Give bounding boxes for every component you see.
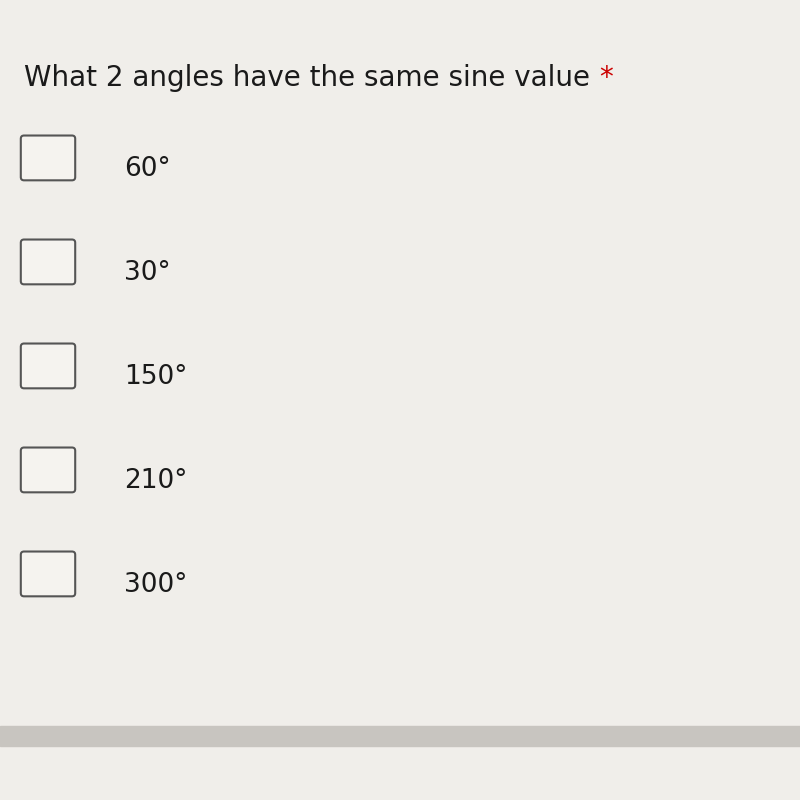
Text: *: * <box>599 64 613 92</box>
FancyBboxPatch shape <box>21 447 75 492</box>
FancyBboxPatch shape <box>21 239 75 284</box>
FancyBboxPatch shape <box>21 343 75 388</box>
Text: 210°: 210° <box>124 468 187 494</box>
Text: 300°: 300° <box>124 572 187 598</box>
Text: 60°: 60° <box>124 156 170 182</box>
FancyBboxPatch shape <box>21 551 75 596</box>
FancyBboxPatch shape <box>21 135 75 180</box>
Text: What 2 angles have the same sine value: What 2 angles have the same sine value <box>24 64 599 92</box>
Text: 30°: 30° <box>124 260 170 286</box>
Text: 150°: 150° <box>124 364 187 390</box>
Bar <box>0 726 800 746</box>
